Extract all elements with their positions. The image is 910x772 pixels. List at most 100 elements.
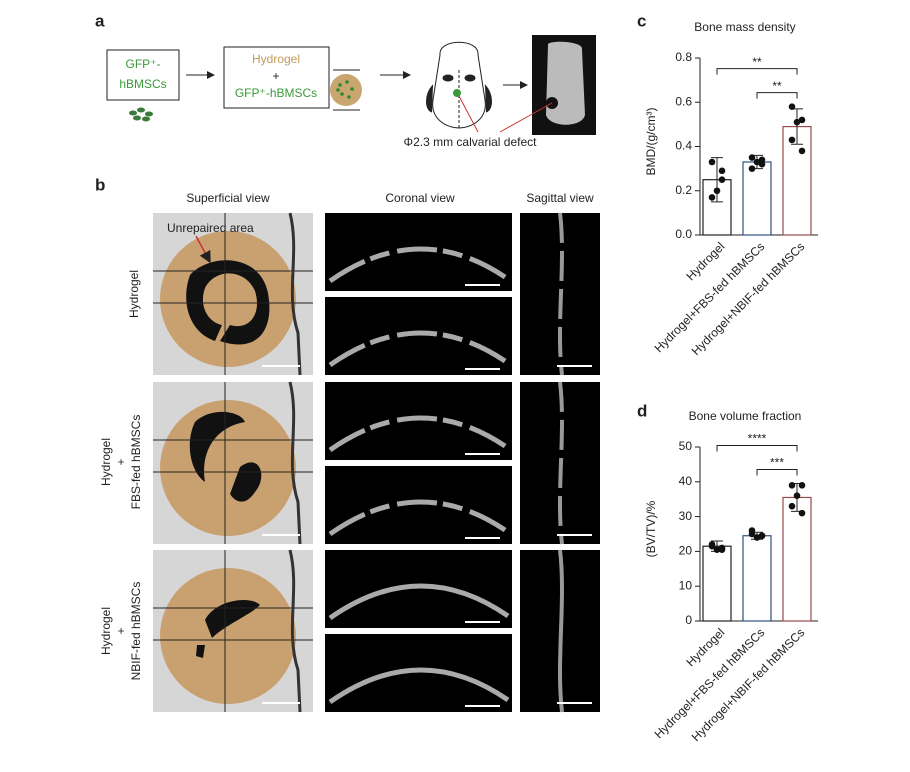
box-text: +: [272, 69, 279, 83]
data-point: [758, 160, 766, 168]
column-header: Superficial view: [186, 191, 270, 205]
row-label: NBIF-fed hBMSCs: [129, 582, 143, 681]
bar: [702, 545, 732, 622]
y-tick-label: 0: [685, 613, 692, 627]
pointer-line: [499, 102, 553, 133]
chart-title: Bone mass density: [694, 20, 795, 34]
bone-sagittal: [558, 549, 564, 713]
bone-arc: [328, 667, 510, 705]
row-label: Hydrogel: [99, 438, 113, 486]
error-bar: [711, 157, 723, 203]
bone-arc: [328, 583, 510, 621]
data-point: [718, 167, 726, 175]
box: [223, 46, 330, 109]
data-point: [748, 154, 756, 161]
significance-bracket: [756, 92, 798, 99]
chart-title: Bone volume fraction: [689, 409, 802, 423]
y-tick-label: 0.0: [675, 227, 692, 241]
y-axis-label: (BV/TV)/%: [644, 500, 658, 557]
y-axis-label: BMD/(g/cm³): [644, 108, 658, 176]
y-tick-label: 0.8: [675, 50, 692, 64]
column-header: Sagittal view: [526, 191, 594, 205]
data-point: [718, 176, 726, 183]
box-text: GFP⁺-: [126, 57, 161, 71]
bone-arc: [328, 330, 510, 368]
annotation: Unrepaired area: [167, 221, 254, 235]
bone-sagittal: [558, 212, 564, 376]
data-point: [753, 534, 761, 541]
y-tick-label: 0.4: [675, 139, 692, 153]
suture: [288, 549, 302, 713]
bone-sagittal: [558, 381, 564, 545]
column-header: Coronal view: [385, 191, 455, 205]
coronal-image: [325, 550, 512, 628]
y-tick-label: 0.2: [675, 183, 692, 197]
box-text: GFP⁺-hBMSCs: [235, 86, 317, 100]
suture: [288, 212, 302, 376]
coronal-image: [325, 634, 512, 712]
skull-photo-skull: [546, 41, 585, 125]
significance-bracket: [716, 68, 798, 75]
data-point: [713, 187, 721, 195]
y-tick-label: 30: [679, 509, 693, 523]
panel-label: b: [95, 175, 105, 194]
data-point: [798, 147, 806, 155]
unrepaired-area: [196, 600, 260, 658]
bar: [782, 496, 812, 622]
cells: [129, 107, 153, 122]
significance-bracket: [716, 445, 798, 452]
coronal-image: [325, 382, 512, 460]
defect-label: Φ2.3 mm calvarial defect: [404, 135, 538, 149]
unrepaired-area: [186, 260, 270, 345]
y-tick-label: 10: [679, 578, 693, 592]
bone-arc: [328, 415, 510, 453]
coronal-image: [325, 213, 512, 291]
hydrogel-region: [160, 568, 296, 704]
box-text: Hydrogel: [252, 52, 300, 66]
data-point: [718, 546, 726, 553]
data-point: [708, 542, 716, 550]
data-point: [788, 481, 796, 489]
row-label: Hydrogel: [99, 607, 113, 655]
bar: [742, 535, 772, 622]
row-label: Hydrogel: [127, 270, 141, 318]
data-point: [758, 532, 766, 540]
pointer-line: [458, 95, 479, 133]
row-label: +: [114, 458, 128, 465]
data-point: [748, 165, 756, 172]
y-tick-label: 20: [679, 544, 693, 558]
significance-bracket: [756, 469, 798, 476]
data-point: [798, 509, 806, 517]
data-point: [748, 530, 756, 538]
data-point: [798, 116, 806, 124]
data-point: [798, 481, 806, 489]
bone-arc: [328, 246, 510, 284]
significance-label: ***: [770, 456, 784, 470]
coronal-image: [325, 297, 512, 375]
box-text: hBMSCs: [119, 77, 166, 91]
data-point: [793, 118, 801, 126]
data-point: [753, 158, 761, 166]
suture: [288, 381, 302, 545]
bone-arc: [328, 499, 510, 537]
y-tick-label: 50: [679, 439, 693, 453]
hydrogel-disc: [330, 69, 362, 111]
data-point: [788, 103, 796, 110]
annotation-arrow: [195, 235, 211, 264]
data-point: [713, 546, 721, 553]
row-label: FBS-fed hBMSCs: [129, 415, 143, 510]
significance-label: **: [772, 79, 782, 93]
data-point: [708, 194, 716, 201]
unrepaired-area: [189, 411, 262, 502]
data-point: [708, 158, 716, 166]
hydrogel-region: [160, 231, 296, 367]
bar: [742, 161, 772, 236]
row-label: +: [114, 627, 128, 634]
box: [106, 49, 180, 101]
data-point: [793, 492, 801, 500]
panel-label: c: [637, 11, 646, 30]
bar: [702, 179, 732, 236]
significance-label: **: [752, 55, 762, 69]
significance-label: ****: [748, 432, 767, 446]
